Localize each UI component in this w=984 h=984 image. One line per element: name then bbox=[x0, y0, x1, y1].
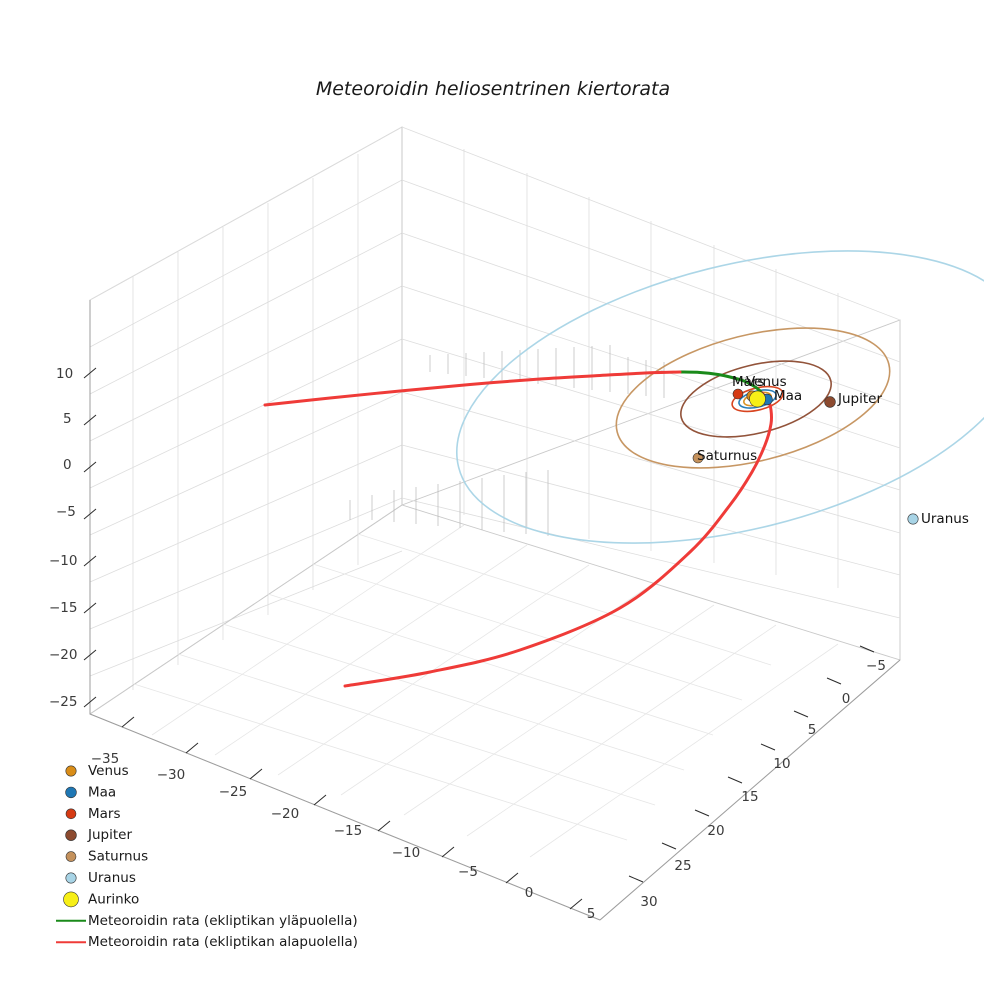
legend-item-mars[interactable]: Mars bbox=[65, 806, 121, 822]
trajectory-above-ecliptic bbox=[678, 370, 764, 395]
body-marker-aurinko[interactable] bbox=[749, 390, 766, 408]
legend-item-aurinko[interactable]: Aurinko bbox=[63, 891, 140, 908]
x-tick-label-6: −5 bbox=[458, 864, 478, 880]
x-tick-label-4: −15 bbox=[334, 823, 363, 839]
saturnus-orbit bbox=[615, 327, 891, 469]
legend-item-saturnus[interactable]: Saturnus bbox=[65, 849, 148, 865]
body-label-saturnus: Saturnus bbox=[697, 448, 757, 464]
legend-item-meteoroidin-rata-ekliptikan-alapuolella[interactable]: Meteoroidin rata (ekliptikan alapuolella… bbox=[56, 934, 358, 950]
x-tick-label-3: −20 bbox=[271, 806, 300, 822]
y-axis-spine bbox=[599, 659, 901, 921]
z-tick-label-7: −25 bbox=[49, 694, 78, 710]
pane-left-back bbox=[89, 126, 403, 715]
z-tick-label-6: −20 bbox=[49, 647, 78, 663]
legend-marker-saturnus bbox=[65, 851, 77, 862]
y-tick-label-2: 5 bbox=[808, 722, 817, 738]
trajectory-below-ecliptic-outbound bbox=[343, 391, 774, 688]
legend-item-meteoroidin-rata-ekliptikan-yläpuolella[interactable]: Meteoroidin rata (ekliptikan yläpuolella… bbox=[56, 913, 358, 929]
body-label-maa: Maa bbox=[774, 388, 802, 404]
legend-label-aurinko: Aurinko bbox=[88, 891, 139, 907]
body-label-venus: Venus bbox=[746, 374, 787, 390]
y-axis-ticks bbox=[628, 645, 875, 883]
body-marker-saturnus[interactable] bbox=[692, 452, 704, 464]
legend-item-maa[interactable]: Maa bbox=[65, 784, 117, 800]
x-tick-label-5: −10 bbox=[392, 845, 421, 861]
y-tick-label-4: 15 bbox=[741, 789, 758, 805]
z-tick-label-2: 0 bbox=[63, 457, 72, 473]
legend-item-venus[interactable]: Venus bbox=[65, 763, 129, 779]
legend-marker-maa bbox=[65, 786, 77, 799]
legend-marker-aurinko bbox=[63, 891, 79, 908]
uranus-orbit bbox=[456, 250, 984, 544]
z-tick-label-3: −5 bbox=[56, 504, 76, 520]
body-label-mars: Mars bbox=[732, 374, 765, 390]
legend-item-jupiter[interactable]: Jupiter bbox=[65, 827, 133, 843]
z-tick-label-5: −15 bbox=[49, 600, 78, 616]
x-tick-label-1: −30 bbox=[157, 767, 186, 783]
z-tick-label-1: 5 bbox=[63, 411, 72, 427]
legend-label-maa: Maa bbox=[88, 784, 116, 800]
body-marker-mars[interactable] bbox=[732, 388, 744, 400]
meteoroid-trajectory bbox=[263, 370, 774, 688]
trajectory-below-ecliptic bbox=[263, 370, 682, 407]
legend-marker-uranus bbox=[65, 872, 77, 884]
y-tick-label-3: 10 bbox=[773, 756, 790, 772]
chart-legend: Venus Maa Mars Jupiter Saturnus Uranus Aurinko… bbox=[56, 763, 358, 950]
z-tick-label-0: 10 bbox=[56, 366, 73, 382]
jupiter-orbit bbox=[680, 360, 832, 438]
legend-label-mars: Mars bbox=[88, 806, 121, 822]
legend-marker-mars bbox=[65, 808, 77, 820]
x-tick-labels: −35 −30 −25 −20 −15 −10 −5 0 5 bbox=[91, 751, 596, 922]
ecliptic-stems bbox=[349, 345, 665, 536]
pane-right-back bbox=[401, 126, 901, 660]
body-marker-jupiter[interactable] bbox=[824, 396, 836, 408]
x-tick-label-8: 5 bbox=[587, 906, 596, 922]
y-tick-label-1: 0 bbox=[842, 691, 851, 707]
x-tick-label-2: −25 bbox=[219, 784, 248, 800]
y-tick-label-5: 20 bbox=[707, 823, 724, 839]
z-tick-labels: 10 5 0 −5 −10 −15 −20 −25 bbox=[49, 366, 78, 710]
z-tick-label-4: −10 bbox=[49, 553, 78, 569]
legend-label-venus: Venus bbox=[88, 763, 129, 779]
legend-label-saturnus: Saturnus bbox=[88, 849, 148, 865]
y-tick-label-0: −5 bbox=[866, 658, 886, 674]
legend-label-meteoroidin-rata-ekliptikan-alapuolella: Meteoroidin rata (ekliptikan alapuolella… bbox=[88, 934, 358, 950]
y-tick-label-7: 30 bbox=[640, 894, 657, 910]
body-marker-uranus[interactable] bbox=[907, 513, 919, 525]
legend-label-meteoroidin-rata-ekliptikan-yläpuolella: Meteoroidin rata (ekliptikan yläpuolella… bbox=[88, 913, 358, 929]
legend-marker-jupiter bbox=[65, 829, 77, 841]
legend-label-uranus: Uranus bbox=[88, 870, 136, 886]
axes3d-panes bbox=[89, 126, 901, 921]
x-axis-spine bbox=[89, 713, 601, 921]
y-tick-labels: −5 0 5 10 15 20 25 30 bbox=[640, 658, 886, 910]
body-label-uranus: Uranus bbox=[921, 511, 969, 527]
x-axis-ticks bbox=[121, 716, 583, 910]
x-tick-label-0: −35 bbox=[91, 751, 120, 767]
legend-marker-venus bbox=[65, 765, 77, 777]
x-tick-label-7: 0 bbox=[525, 885, 534, 901]
z-axis-ticks bbox=[83, 367, 97, 708]
legend-item-uranus[interactable]: Uranus bbox=[65, 870, 136, 886]
page-title: Meteoroidin heliosentrinen kiertorata bbox=[316, 78, 670, 100]
body-label-jupiter: Jupiter bbox=[837, 391, 882, 407]
y-tick-label-6: 25 bbox=[674, 858, 691, 874]
legend-label-jupiter: Jupiter bbox=[87, 827, 132, 843]
axis-spines bbox=[89, 300, 901, 921]
